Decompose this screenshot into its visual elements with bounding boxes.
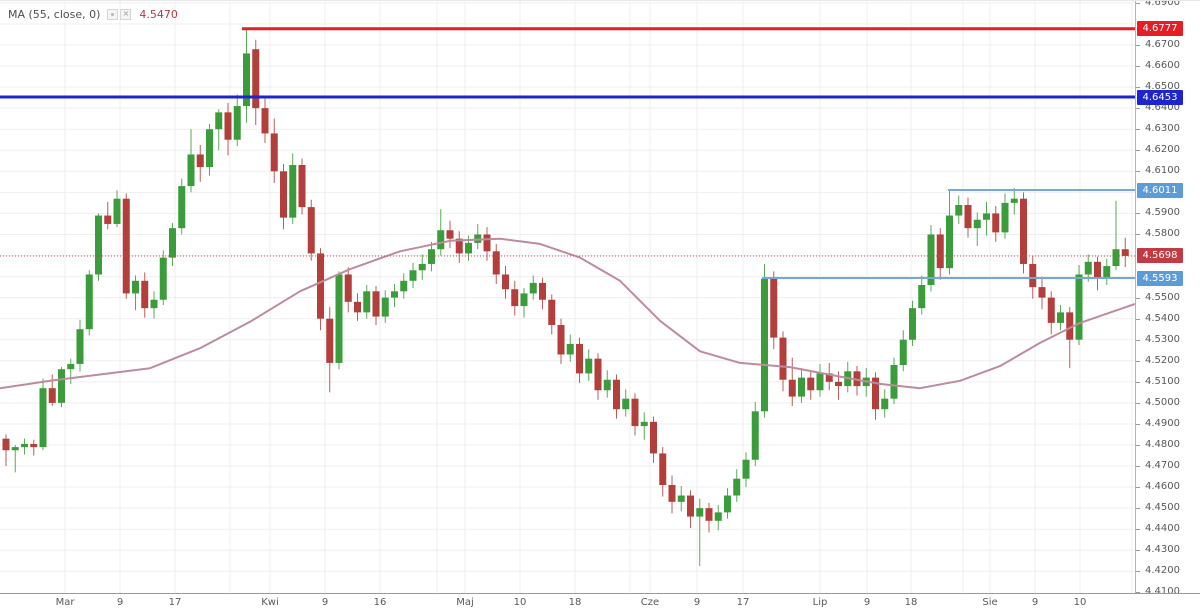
price-tick-label: 4.6600 <box>1136 60 1200 72</box>
time-tick-label: Lip <box>812 597 828 608</box>
ma-55-line[interactable] <box>0 237 1135 390</box>
indicator-value: 4.5470 <box>139 7 178 21</box>
time-tick-label: 10 <box>1073 597 1087 608</box>
time-axis[interactable]: Mar 9 17 Kwi 9 16 Maj 10 18 Cze 9 17 Lip 9 18 Sie 9 10 <box>0 593 1200 609</box>
time-tick-label: Cze <box>640 597 660 608</box>
time-tick-label: 9 <box>863 597 871 608</box>
time-tick-label: 16 <box>373 597 387 608</box>
price-tick-label: 4.6100 <box>1136 165 1200 177</box>
visibility-icon[interactable] <box>107 8 119 20</box>
price-tick-label: 4.5100 <box>1136 376 1200 388</box>
time-tick-label: Mar <box>55 597 75 608</box>
time-tick-label: 10 <box>513 597 527 608</box>
level-price-badge: 4.6777 <box>1137 21 1183 37</box>
price-tick-label: 4.4500 <box>1136 502 1200 514</box>
price-tick-label: 4.5000 <box>1136 397 1200 409</box>
price-tick-label: 4.6500 <box>1136 81 1200 93</box>
level-price-badge: 4.6011 <box>1137 182 1183 198</box>
time-tick-label: Maj <box>456 597 474 608</box>
time-tick-label: Sie <box>982 597 998 608</box>
indicator-legend: MA (55, close, 0) × 4.5470 <box>8 7 178 21</box>
horizontal-gridlines <box>0 2 1135 572</box>
price-tick-label: 4.4600 <box>1136 481 1200 493</box>
time-tick-label: 9 <box>321 597 329 608</box>
time-tick-label: 9 <box>116 597 124 608</box>
candles-series <box>2 28 1129 567</box>
price-tick-label: 4.6400 <box>1136 102 1200 114</box>
current-price-badge: 4.5698 <box>1137 248 1183 264</box>
price-tick-label: 4.5200 <box>1136 355 1200 367</box>
price-tick-label: 4.4200 <box>1136 565 1200 577</box>
time-tick-label: 17 <box>736 597 750 608</box>
price-tick-label: 4.5500 <box>1136 292 1200 304</box>
level-price-badge: 4.5593 <box>1137 270 1183 286</box>
indicator-title: MA (55, close, 0) <box>8 7 101 21</box>
price-tick-label: 4.4100 <box>1136 586 1200 598</box>
chart-plot-area[interactable]: MA (55, close, 0) × 4.5470 <box>0 1 1135 593</box>
candlestick-chart-canvas[interactable] <box>0 1 1135 593</box>
price-tick-label: 4.6300 <box>1136 123 1200 135</box>
time-tick-label: Kwi <box>261 597 279 608</box>
close-icon[interactable]: × <box>120 8 132 20</box>
time-tick-label: 17 <box>168 597 182 608</box>
price-tick-label: 4.6200 <box>1136 144 1200 156</box>
time-tick-label: 9 <box>1031 597 1039 608</box>
price-tick-label: 4.4900 <box>1136 418 1200 430</box>
price-tick-label: 4.5400 <box>1136 313 1200 325</box>
level-price-badge: 4.6453 <box>1137 89 1183 105</box>
price-tick-label: 4.6900 <box>1136 1 1200 9</box>
price-tick-label: 4.4300 <box>1136 544 1200 556</box>
vertical-gridlines <box>64 1 1133 593</box>
price-axis[interactable]: 4.6900 4.6700 4.6600 4.6500 4.6400 4.6300 4.62… <box>1135 1 1200 597</box>
price-tick-label: 4.6700 <box>1136 39 1200 51</box>
price-tick-label: 4.5300 <box>1136 334 1200 346</box>
time-tick-label: 9 <box>693 597 701 608</box>
time-tick-label: 18 <box>904 597 918 608</box>
price-tick-label: 4.5800 <box>1136 228 1200 240</box>
price-tick-label: 4.4400 <box>1136 523 1200 535</box>
price-tick-label: 4.4700 <box>1136 460 1200 472</box>
price-tick-label: 4.4800 <box>1136 439 1200 451</box>
price-tick-label: 4.5900 <box>1136 207 1200 219</box>
time-tick-label: 18 <box>568 597 582 608</box>
